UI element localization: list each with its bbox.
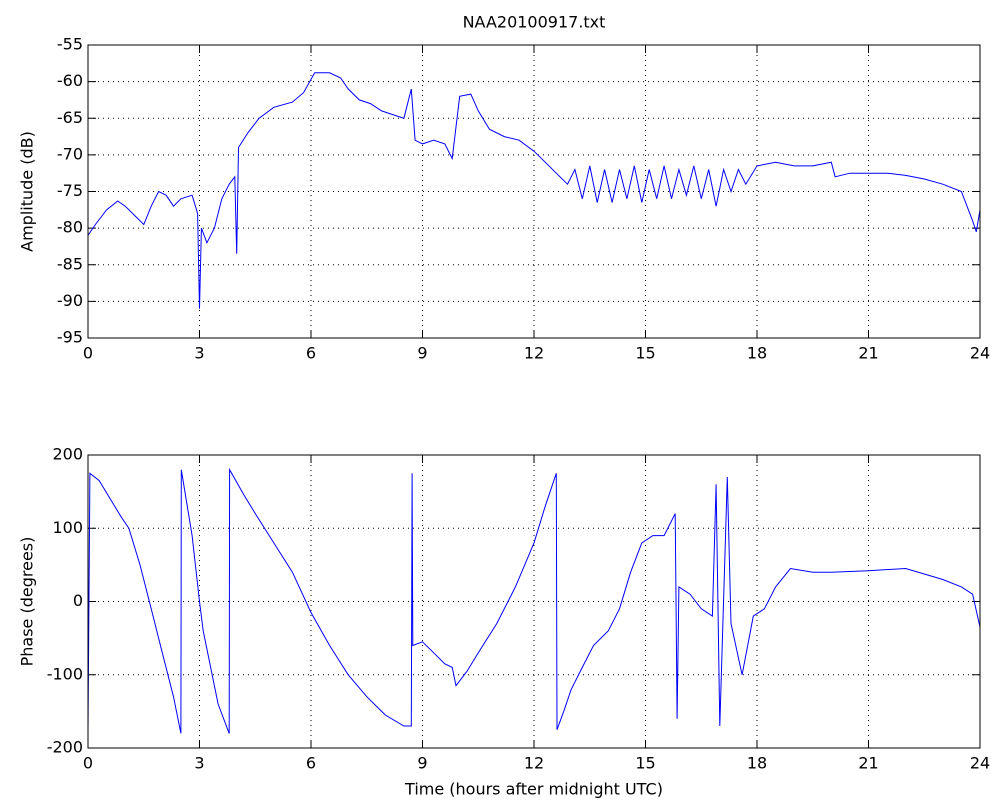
x-tick-label: 12 xyxy=(524,754,544,773)
x-tick-label: 9 xyxy=(417,344,427,363)
y-tick-label: -80 xyxy=(57,218,83,237)
x-tick-label: 21 xyxy=(858,754,878,773)
y-tick-label: -90 xyxy=(57,291,83,310)
x-tick-label: 21 xyxy=(858,344,878,363)
y-axis-label: Amplitude (dB) xyxy=(18,131,37,252)
x-axis-label: Time (hours after midnight UTC) xyxy=(404,780,663,799)
x-tick-label: 12 xyxy=(524,344,544,363)
y-tick-label: -65 xyxy=(57,108,83,127)
x-tick-label: 0 xyxy=(83,754,93,773)
y-tick-label: -70 xyxy=(57,144,83,163)
axes-frame xyxy=(87,454,981,749)
y-axis-label: Phase (degrees) xyxy=(18,537,37,667)
x-tick-label: 24 xyxy=(970,344,990,363)
y-tick-label: -95 xyxy=(57,328,83,347)
x-tick-label: 6 xyxy=(306,754,316,773)
x-tick-label: 0 xyxy=(83,344,93,363)
y-tick-label: -200 xyxy=(47,738,83,757)
x-tick-label: 15 xyxy=(635,344,655,363)
x-tick-label: 18 xyxy=(747,344,767,363)
x-tick-label: 18 xyxy=(747,754,767,773)
x-tick-label: 6 xyxy=(306,344,316,363)
x-tick-label: 3 xyxy=(194,344,204,363)
x-tick-label: 3 xyxy=(194,754,204,773)
x-tick-label: 24 xyxy=(970,754,990,773)
y-tick-label: -100 xyxy=(47,664,83,683)
axes-frame xyxy=(87,44,981,339)
x-tick-label: 15 xyxy=(635,754,655,773)
y-tick-label: 100 xyxy=(52,518,83,537)
data-line xyxy=(87,467,981,734)
y-tick-label: 200 xyxy=(52,445,83,464)
data-line xyxy=(87,72,981,309)
y-tick-label: -55 xyxy=(57,35,83,54)
x-tick-label: 9 xyxy=(417,754,427,773)
y-tick-label: -75 xyxy=(57,181,83,200)
y-tick-label: 0 xyxy=(73,591,83,610)
chart-title: NAA20100917.txt xyxy=(463,13,606,32)
y-tick-label: -85 xyxy=(57,254,83,273)
y-tick-label: -60 xyxy=(57,71,83,90)
